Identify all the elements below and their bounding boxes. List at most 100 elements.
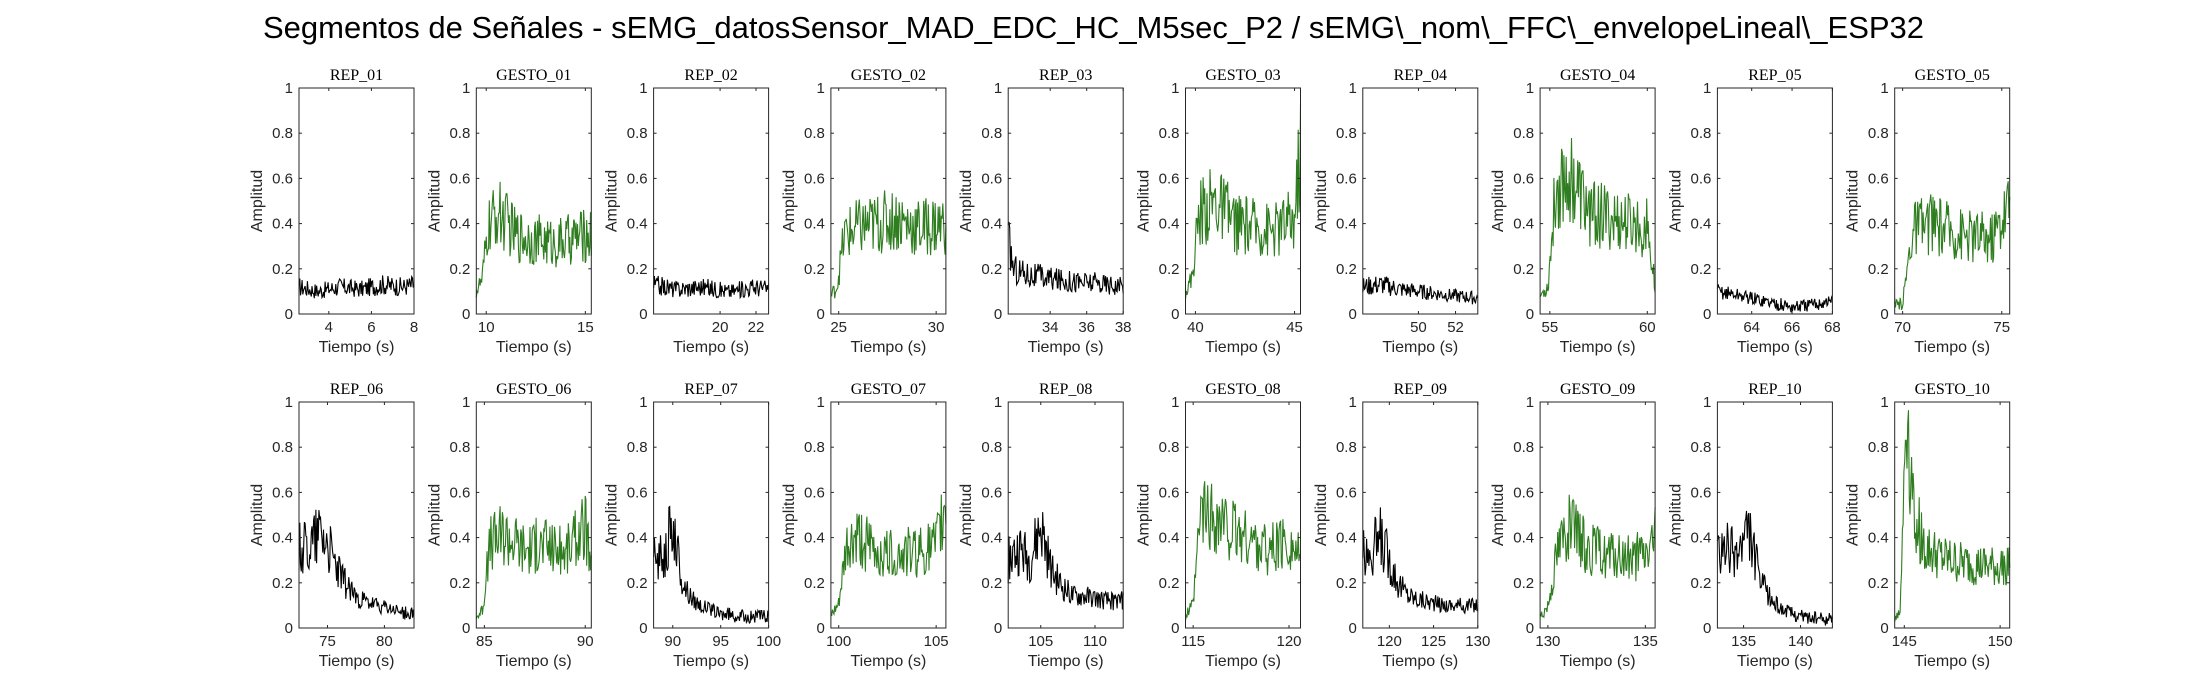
y-axis-label: Amplitud — [1313, 170, 1330, 232]
y-tick-label: 1 — [994, 80, 1002, 97]
y-tick-label: 0.6 — [272, 484, 293, 501]
subplot-title: GESTO_06 — [496, 381, 571, 398]
y-tick-label: 1 — [817, 394, 825, 411]
y-tick-label: 1 — [1348, 394, 1356, 411]
subplot-rep-02: REP_02 0 0.2 0.4 0.6 0.8 1 20 22 Tiempo (s) Amplit… — [604, 67, 770, 356]
y-tick-label: 0.4 — [449, 530, 470, 547]
x-tick-label: 130 — [1535, 633, 1560, 650]
x-tick-label: 135 — [1731, 633, 1756, 650]
x-axis-label: Tiempo (s) — [496, 653, 572, 670]
x-tick-label: 75 — [1993, 319, 2010, 336]
y-tick-label: 1 — [462, 394, 470, 411]
y-tick-label: 1 — [1348, 80, 1356, 97]
y-tick-label: 0.4 — [1691, 530, 1712, 547]
y-tick-label: 0.4 — [627, 530, 648, 547]
signal-trace — [298, 509, 415, 620]
x-tick-label: 120 — [1377, 633, 1402, 650]
y-tick-label: 1 — [817, 80, 825, 97]
y-tick-label: 0.6 — [804, 170, 825, 187]
y-tick-label: 0.6 — [981, 170, 1002, 187]
x-tick-label: 25 — [830, 319, 847, 336]
y-axis-label: Amplitud — [604, 170, 621, 232]
y-tick-label: 0 — [1880, 620, 1888, 637]
subplot-title: GESTO_05 — [1915, 67, 1990, 84]
y-tick-label: 0.2 — [804, 261, 825, 278]
x-tick-label: 150 — [1988, 633, 2013, 650]
subplot-title: REP_02 — [684, 67, 737, 84]
y-tick-label: 0.4 — [804, 216, 825, 233]
y-tick-label: 0 — [817, 306, 825, 323]
subplot-title: REP_01 — [330, 67, 383, 84]
y-axis-label: Amplitud — [958, 170, 975, 232]
axes-box — [1185, 401, 1301, 629]
axes-box — [298, 401, 415, 629]
x-tick-label: 45 — [1286, 319, 1303, 336]
axes-box — [475, 401, 592, 629]
y-tick-label: 0.2 — [449, 575, 470, 592]
y-tick-label: 0.6 — [1159, 484, 1180, 501]
y-tick-label: 0.4 — [981, 216, 1002, 233]
x-tick-label: 105 — [924, 633, 949, 650]
y-axis-label: Amplitud — [781, 484, 798, 546]
x-tick-label: 52 — [1447, 319, 1464, 336]
signal-trace — [1894, 181, 2011, 311]
y-tick-label: 0.2 — [272, 261, 293, 278]
y-tick-label: 1 — [1880, 394, 1888, 411]
y-tick-label: 0 — [639, 620, 647, 637]
axes-box — [1894, 401, 2011, 629]
y-axis-label: Amplitud — [1845, 170, 1862, 232]
y-tick-label: 0.8 — [627, 439, 648, 456]
y-tick-label: 1 — [285, 80, 293, 97]
signal-trace — [653, 275, 770, 300]
subplot-title: GESTO_08 — [1205, 381, 1280, 398]
y-tick-label: 0.6 — [981, 484, 1002, 501]
y-tick-label: 0.2 — [1513, 261, 1534, 278]
y-tick-label: 0.4 — [272, 530, 293, 547]
y-tick-label: 0.8 — [1513, 439, 1534, 456]
x-tick-label: 4 — [325, 319, 333, 336]
y-tick-label: 0.2 — [1691, 575, 1712, 592]
axes-box — [1894, 87, 2011, 315]
y-tick-label: 0.4 — [1868, 530, 1889, 547]
axes-box — [475, 87, 592, 315]
y-tick-label: 0.2 — [981, 575, 1002, 592]
y-tick-label: 0.4 — [1691, 216, 1712, 233]
y-tick-label: 1 — [639, 80, 647, 97]
axes-box — [1362, 401, 1479, 629]
subplot-title: REP_05 — [1748, 67, 1801, 84]
y-tick-label: 0.4 — [1336, 216, 1357, 233]
y-tick-label: 0.4 — [1336, 530, 1357, 547]
axes-box — [653, 401, 770, 629]
y-tick-label: 0.8 — [1868, 439, 1889, 456]
y-tick-label: 0.6 — [1513, 170, 1534, 187]
y-tick-label: 0.8 — [272, 125, 293, 142]
signal-trace — [298, 274, 415, 300]
x-tick-label: 36 — [1078, 319, 1095, 336]
y-tick-label: 0.8 — [627, 125, 648, 142]
subplot-title: REP_10 — [1748, 381, 1801, 398]
y-tick-label: 0.4 — [1159, 530, 1180, 547]
y-axis-label: Amplitud — [1667, 484, 1684, 546]
y-tick-label: 0.8 — [1868, 125, 1889, 142]
y-tick-label: 0.8 — [1159, 125, 1180, 142]
y-tick-label: 1 — [1880, 80, 1888, 97]
x-axis-label: Tiempo (s) — [496, 339, 572, 356]
axes-box — [830, 87, 947, 315]
y-tick-label: 0.6 — [1868, 170, 1889, 187]
x-tick-label: 90 — [577, 633, 594, 650]
x-axis-label: Tiempo (s) — [1737, 653, 1813, 670]
x-tick-label: 75 — [319, 633, 336, 650]
subplot-rep-07: REP_07 0 0.2 0.4 0.6 0.8 1 90 95 100 Tiempo (s) Amp… — [604, 381, 782, 670]
x-tick-label: 100 — [756, 633, 781, 650]
subplot-gesto-09: GESTO_09 0 0.2 0.4 0.6 0.8 1 130 135 Tiempo (s) Am… — [1490, 381, 1658, 670]
y-tick-label: 0 — [1348, 620, 1356, 637]
x-axis-label: Tiempo (s) — [850, 653, 926, 670]
y-tick-label: 0.4 — [627, 216, 648, 233]
subplot-title: GESTO_01 — [496, 67, 571, 84]
y-tick-label: 0.2 — [449, 261, 470, 278]
y-axis-label: Amplitud — [781, 170, 798, 232]
x-axis-label: Tiempo (s) — [1914, 339, 1990, 356]
y-tick-label: 0 — [1526, 620, 1534, 637]
y-tick-label: 0.4 — [272, 216, 293, 233]
y-axis-label: Amplitud — [604, 484, 621, 546]
